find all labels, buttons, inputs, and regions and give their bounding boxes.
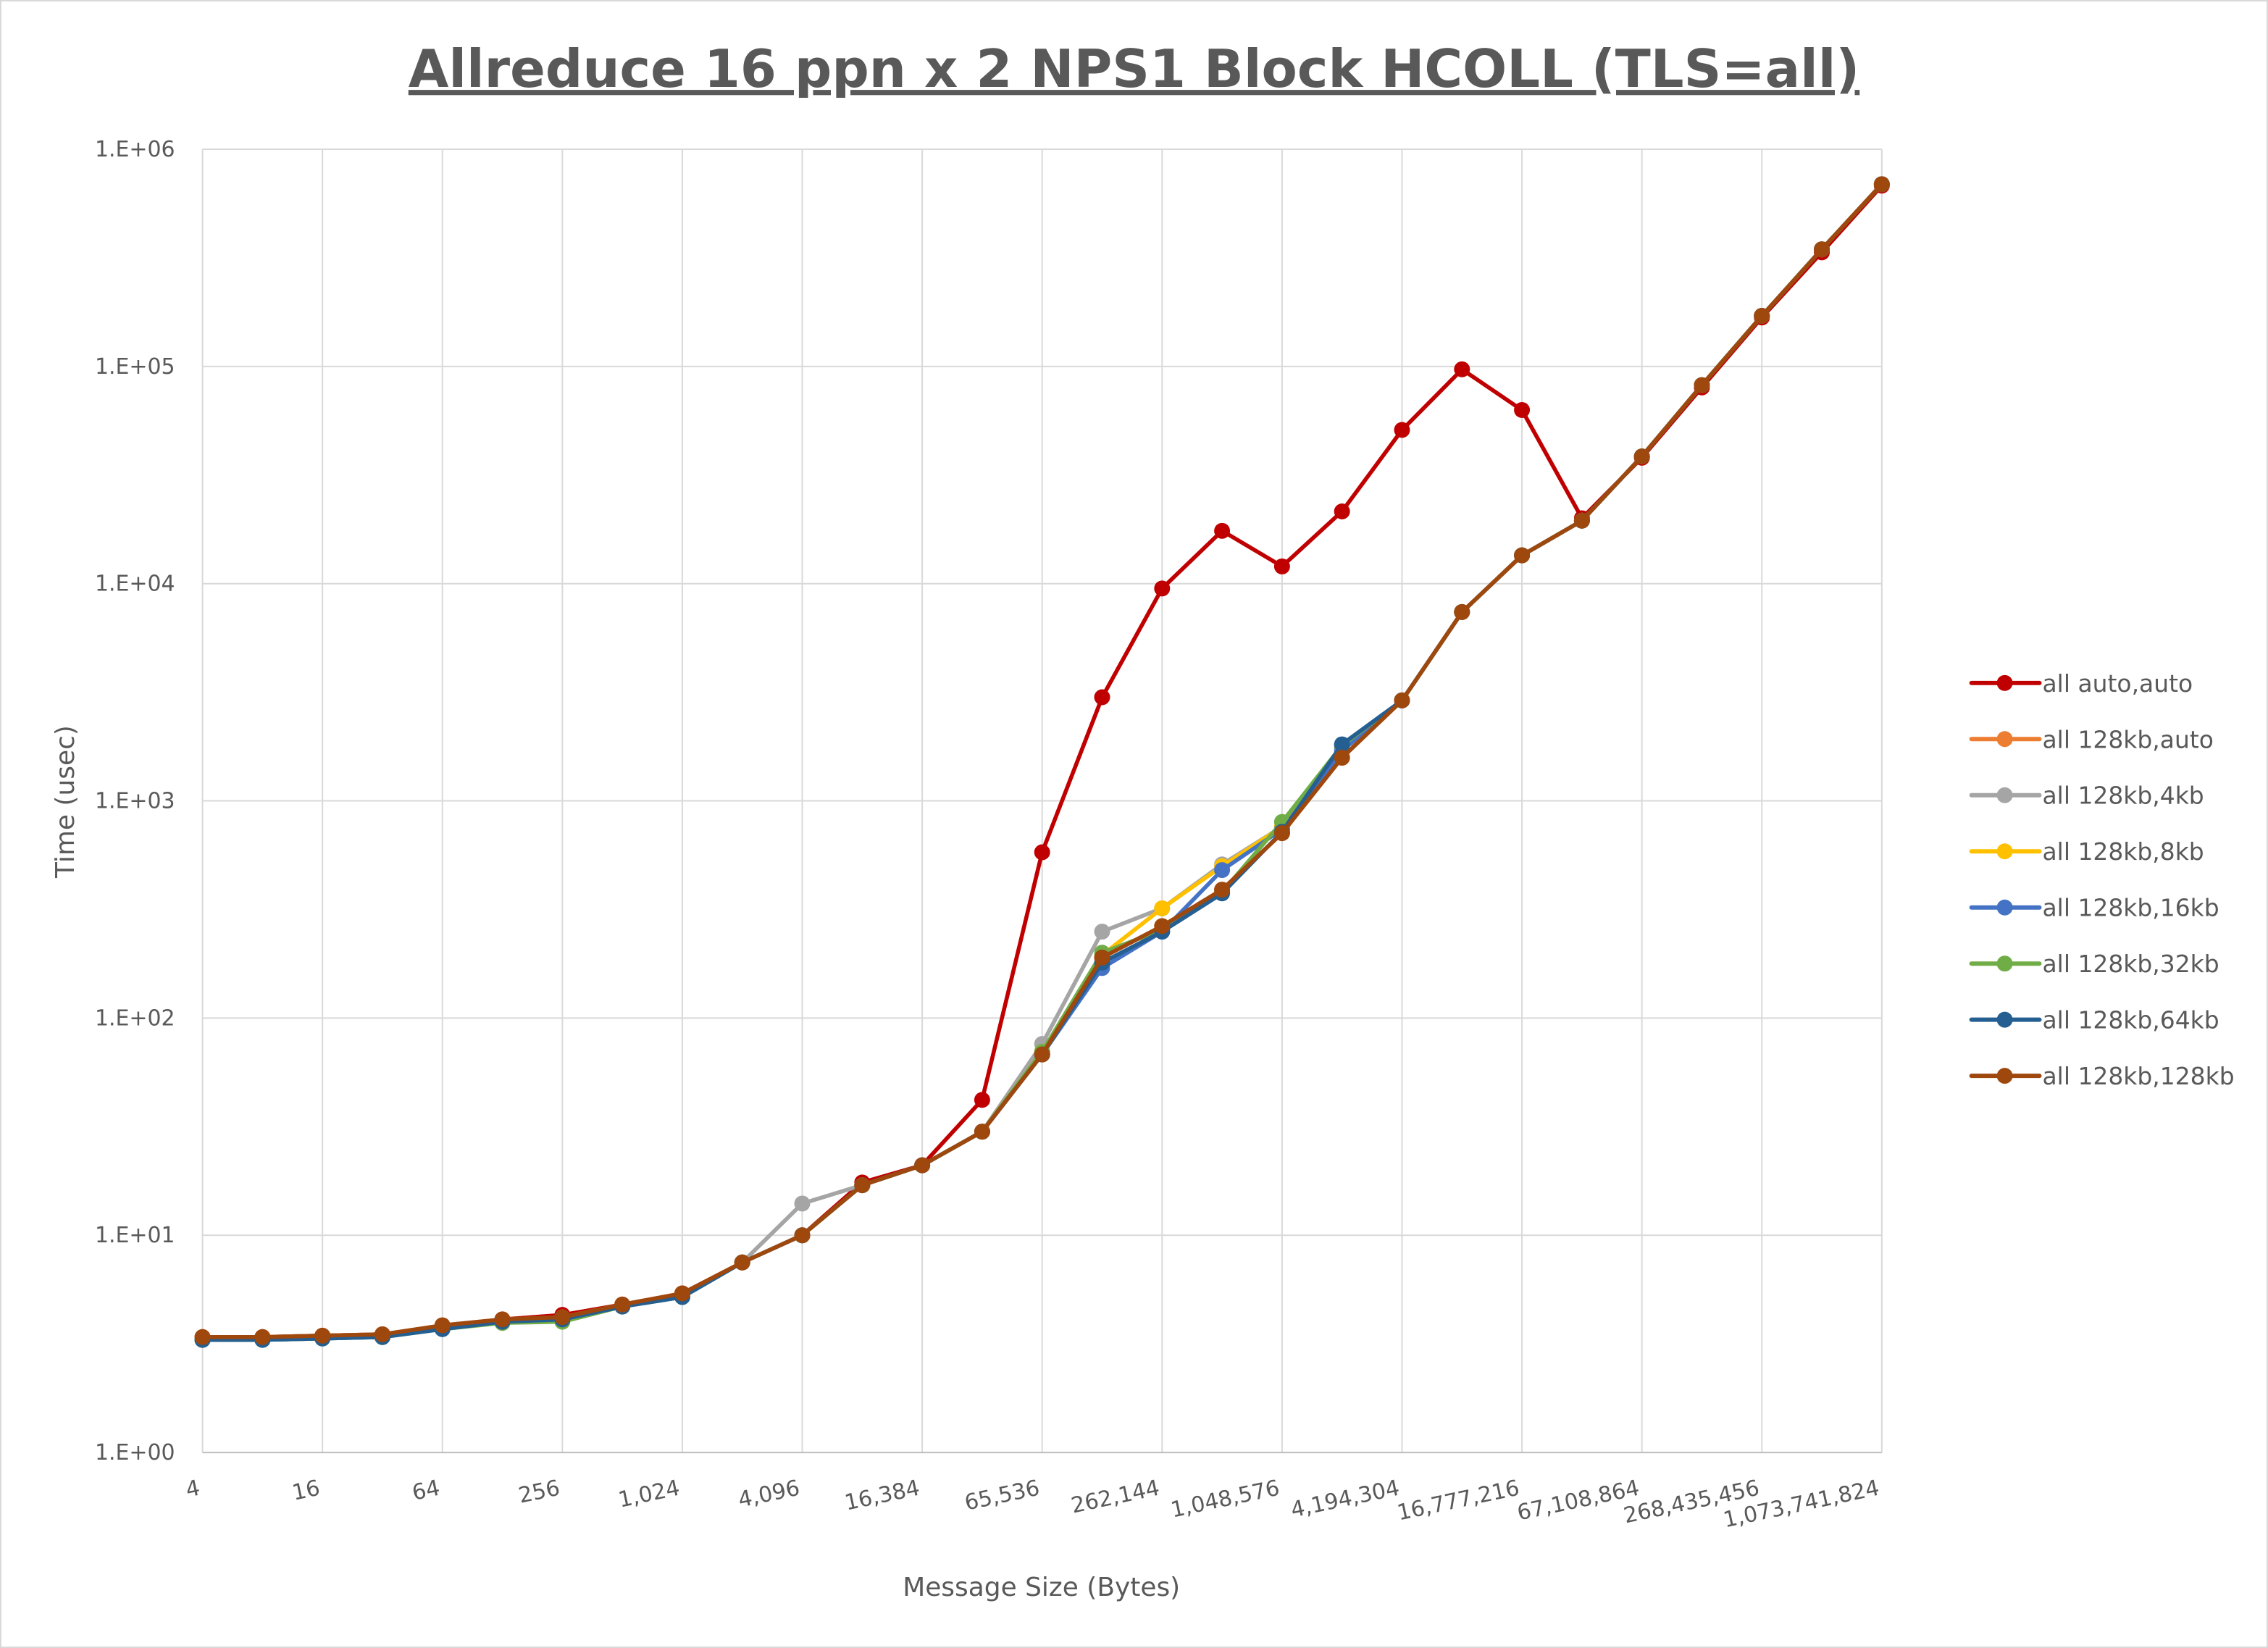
data-point (734, 1254, 750, 1271)
data-point (1454, 603, 1470, 620)
data-point (674, 1285, 690, 1302)
data-point (794, 1195, 811, 1212)
data-point (1034, 844, 1050, 861)
x-tick-label: 64 (410, 1476, 443, 1506)
data-point (1094, 924, 1110, 940)
y-tick-label: 1.E+06 (95, 137, 175, 162)
y-tick-label: 1.E+04 (95, 572, 175, 597)
data-point (1034, 1046, 1050, 1063)
data-point (1214, 862, 1231, 879)
x-tick-label: 16,777,216 (1395, 1476, 1522, 1526)
data-point (1273, 558, 1290, 574)
data-point (974, 1124, 990, 1140)
data-point (434, 1317, 451, 1334)
x-tick-label: 16 (290, 1476, 322, 1506)
x-tick-label: 256 (516, 1476, 562, 1509)
x-tick-label: 1,048,576 (1168, 1476, 1281, 1523)
data-point (1214, 522, 1231, 539)
data-point (1334, 736, 1350, 753)
legend-label: all 128kb,4kb (2042, 782, 2204, 810)
legend-label: all 128kb,8kb (2042, 837, 2204, 866)
legend-label: all 128kb,16kb (2042, 894, 2219, 922)
gridlines (201, 148, 1883, 1454)
x-tick-label: 1,024 (616, 1476, 682, 1513)
x-axis-label: Message Size (Bytes) (903, 1573, 1180, 1602)
data-point (554, 1309, 571, 1326)
legend-item: all 128kb,16kb (1969, 894, 2219, 922)
data-point (1214, 882, 1231, 898)
legend-label: all 128kb,auto (2042, 725, 2213, 753)
data-point (1094, 949, 1110, 966)
data-point (1514, 402, 1531, 418)
legend-marker-icon (1996, 1011, 2013, 1028)
data-point (254, 1329, 271, 1345)
data-point (1154, 918, 1171, 934)
data-point (794, 1227, 811, 1244)
legend-item: all auto,auto (1969, 669, 2193, 698)
data-point (1273, 825, 1290, 842)
x-tick-label: 4,096 (736, 1476, 802, 1513)
data-point (1573, 512, 1590, 529)
data-point (1873, 176, 1890, 193)
data-point (1514, 547, 1531, 564)
y-axis-label: Time (usec) (51, 725, 80, 879)
legend-marker-icon (1996, 843, 2013, 860)
data-point (974, 1092, 990, 1108)
data-point (1694, 377, 1710, 393)
y-tick-label: 1.E+05 (95, 354, 175, 380)
legend-marker-icon (1996, 674, 2013, 691)
legend-label: all 128kb,128kb (2042, 1062, 2234, 1090)
legend-item: all 128kb,128kb (1969, 1062, 2235, 1090)
x-tick-label: 65,536 (963, 1476, 1042, 1516)
data-point (1334, 750, 1350, 766)
legend-marker-icon (1996, 787, 2013, 803)
x-tick-label: 67,108,864 (1515, 1476, 1641, 1526)
data-point (1394, 692, 1410, 708)
y-tick-label: 1.E+02 (95, 1005, 175, 1031)
y-tick-label: 1.E+01 (95, 1223, 175, 1248)
data-point (1334, 503, 1350, 519)
y-tick-label: 1.E+03 (95, 789, 175, 814)
data-point (614, 1296, 631, 1313)
legend-label: all auto,auto (2042, 669, 2193, 698)
legend-item: all 128kb,32kb (1969, 950, 2219, 978)
y-tick-label: 1.E+00 (95, 1440, 175, 1465)
data-point (314, 1327, 331, 1344)
legend-marker-icon (1996, 899, 2013, 916)
data-point (1154, 900, 1171, 916)
x-axis-ticks: 4 16 64 256 1,024 4,096 16,384 65,536 262,144 1,0… (183, 1476, 1881, 1534)
legend-label: all 128kb,64kb (2042, 1006, 2219, 1034)
x-tick-label: 16,384 (842, 1476, 922, 1516)
series-group (194, 176, 1890, 1348)
data-point (194, 1329, 211, 1345)
data-point (1633, 448, 1650, 465)
data-point (914, 1157, 931, 1174)
series-7 (194, 176, 1890, 1345)
data-point (1814, 241, 1830, 258)
data-point (374, 1326, 390, 1342)
data-point (1094, 689, 1110, 706)
legend-item: all 128kb,4kb (1969, 782, 2204, 810)
legend-item: all 128kb,8kb (1969, 837, 2204, 866)
data-point (1754, 307, 1770, 324)
data-point (1394, 422, 1410, 438)
data-point (494, 1311, 511, 1328)
x-tick-label: 4 (183, 1476, 202, 1503)
legend-marker-icon (1996, 731, 2013, 748)
data-point (1154, 580, 1171, 597)
y-axis-ticks: 1.E+00 1.E+01 1.E+02 1.E+03 1.E+04 1.E+05 1.E+… (95, 137, 175, 1465)
legend-item: all 128kb,auto (1969, 725, 2214, 753)
legend-marker-icon (1996, 955, 2013, 972)
x-tick-label: 262,144 (1069, 1476, 1162, 1519)
legend-marker-icon (1996, 1068, 2013, 1084)
legend: all auto,auto all 128kb,auto all 128kb,4kb… (1969, 669, 2235, 1090)
chart-title: Allreduce 16 ppn x 2 NPS1 Block HCOLL (T… (409, 38, 1859, 99)
data-point (1454, 361, 1470, 377)
x-tick-label: 4,194,304 (1289, 1476, 1402, 1523)
legend-item: all 128kb,64kb (1969, 1006, 2219, 1034)
legend-label: all 128kb,32kb (2042, 950, 2219, 978)
data-point (854, 1177, 871, 1194)
